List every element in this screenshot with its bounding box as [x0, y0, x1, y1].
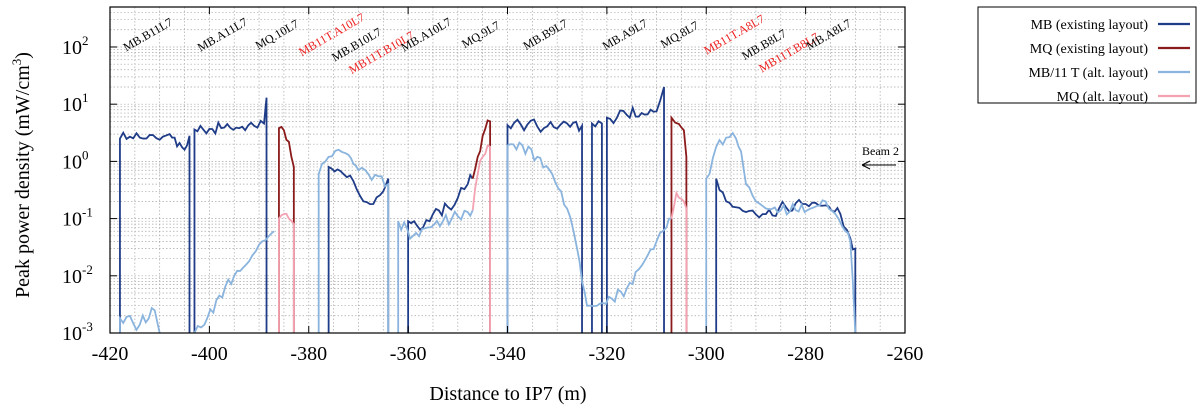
series-line [506, 118, 583, 333]
series-line [591, 120, 603, 333]
x-tick-label: -260 [887, 343, 924, 365]
x-tick-label: -400 [191, 343, 228, 365]
y-tick-label: 10-3 [62, 319, 93, 345]
y-tick-label: 101 [62, 90, 89, 116]
legend: MB (existing layout) MQ (existing layout)… [977, 6, 1197, 105]
series-2 [278, 115, 688, 333]
magnet-label: MB.B11L7 [121, 15, 175, 54]
series-line [119, 306, 161, 334]
y-tick-label: 100 [62, 147, 89, 173]
magnet-labels: MB.B11L7 MB.A11L7 MQ.10L7MB11T.A10L7MB.B10… [121, 10, 854, 77]
series-line [278, 212, 295, 333]
series-4 [278, 144, 688, 333]
series-line [670, 190, 688, 333]
series-line [317, 148, 390, 333]
magnet-label: MQ.9L7 [459, 18, 502, 51]
y-tick-label: 10-1 [62, 205, 93, 231]
x-tick-label: -300 [688, 343, 725, 365]
x-tick-label: -340 [489, 343, 526, 365]
series-3 [119, 131, 857, 334]
legend-label: MQ (existing layout) [1030, 42, 1149, 57]
magnet-label: MQ.8L7 [658, 18, 701, 51]
x-tick-label: -280 [787, 343, 824, 365]
x-axis-label: Distance to IP7 (m) [429, 383, 586, 405]
series-line [471, 119, 492, 333]
legend-label: MB/11 T (alt. layout) [1028, 66, 1148, 81]
magnet-label: MB.A11L7 [195, 15, 250, 55]
series-line [471, 144, 492, 333]
beam-label: Beam 2 [862, 144, 899, 158]
legend-label: MB (existing layout) [1031, 18, 1149, 33]
beam-annotation: Beam 2 [861, 144, 899, 170]
series-line [278, 125, 295, 333]
series-line [327, 165, 390, 333]
y-axis-label: Peak power density (mW/cm3) [9, 52, 34, 298]
series-line [670, 115, 688, 333]
x-tick-label: -320 [589, 343, 626, 365]
x-tick-label: -420 [92, 343, 129, 365]
series-line [193, 230, 275, 334]
beam-arrowhead [861, 160, 871, 170]
series-line [715, 178, 857, 333]
series-line [193, 97, 268, 333]
magnet-label: MB.A9L7 [600, 16, 650, 53]
grid [110, 7, 905, 333]
series-line [407, 173, 474, 333]
series-line [397, 209, 474, 333]
magnet-label: MB.B9L7 [521, 16, 570, 53]
magnet-label: MQ.10L7 [253, 17, 301, 53]
ticks: -420 -400 -380 -360 -340 -320 -300 -280 -260 10-3… [62, 7, 923, 365]
y-tick-label: 102 [62, 33, 89, 59]
series-line [705, 131, 857, 334]
series-line [605, 86, 665, 333]
y-tick-label: 10-2 [62, 262, 93, 288]
series-line [506, 141, 672, 333]
x-tick-label: -380 [290, 343, 327, 365]
series-1 [119, 86, 857, 333]
series-layer [119, 86, 857, 334]
legend-label: MQ (alt. layout) [1057, 90, 1149, 105]
series-line [119, 130, 191, 333]
x-tick-label: -360 [390, 343, 427, 365]
